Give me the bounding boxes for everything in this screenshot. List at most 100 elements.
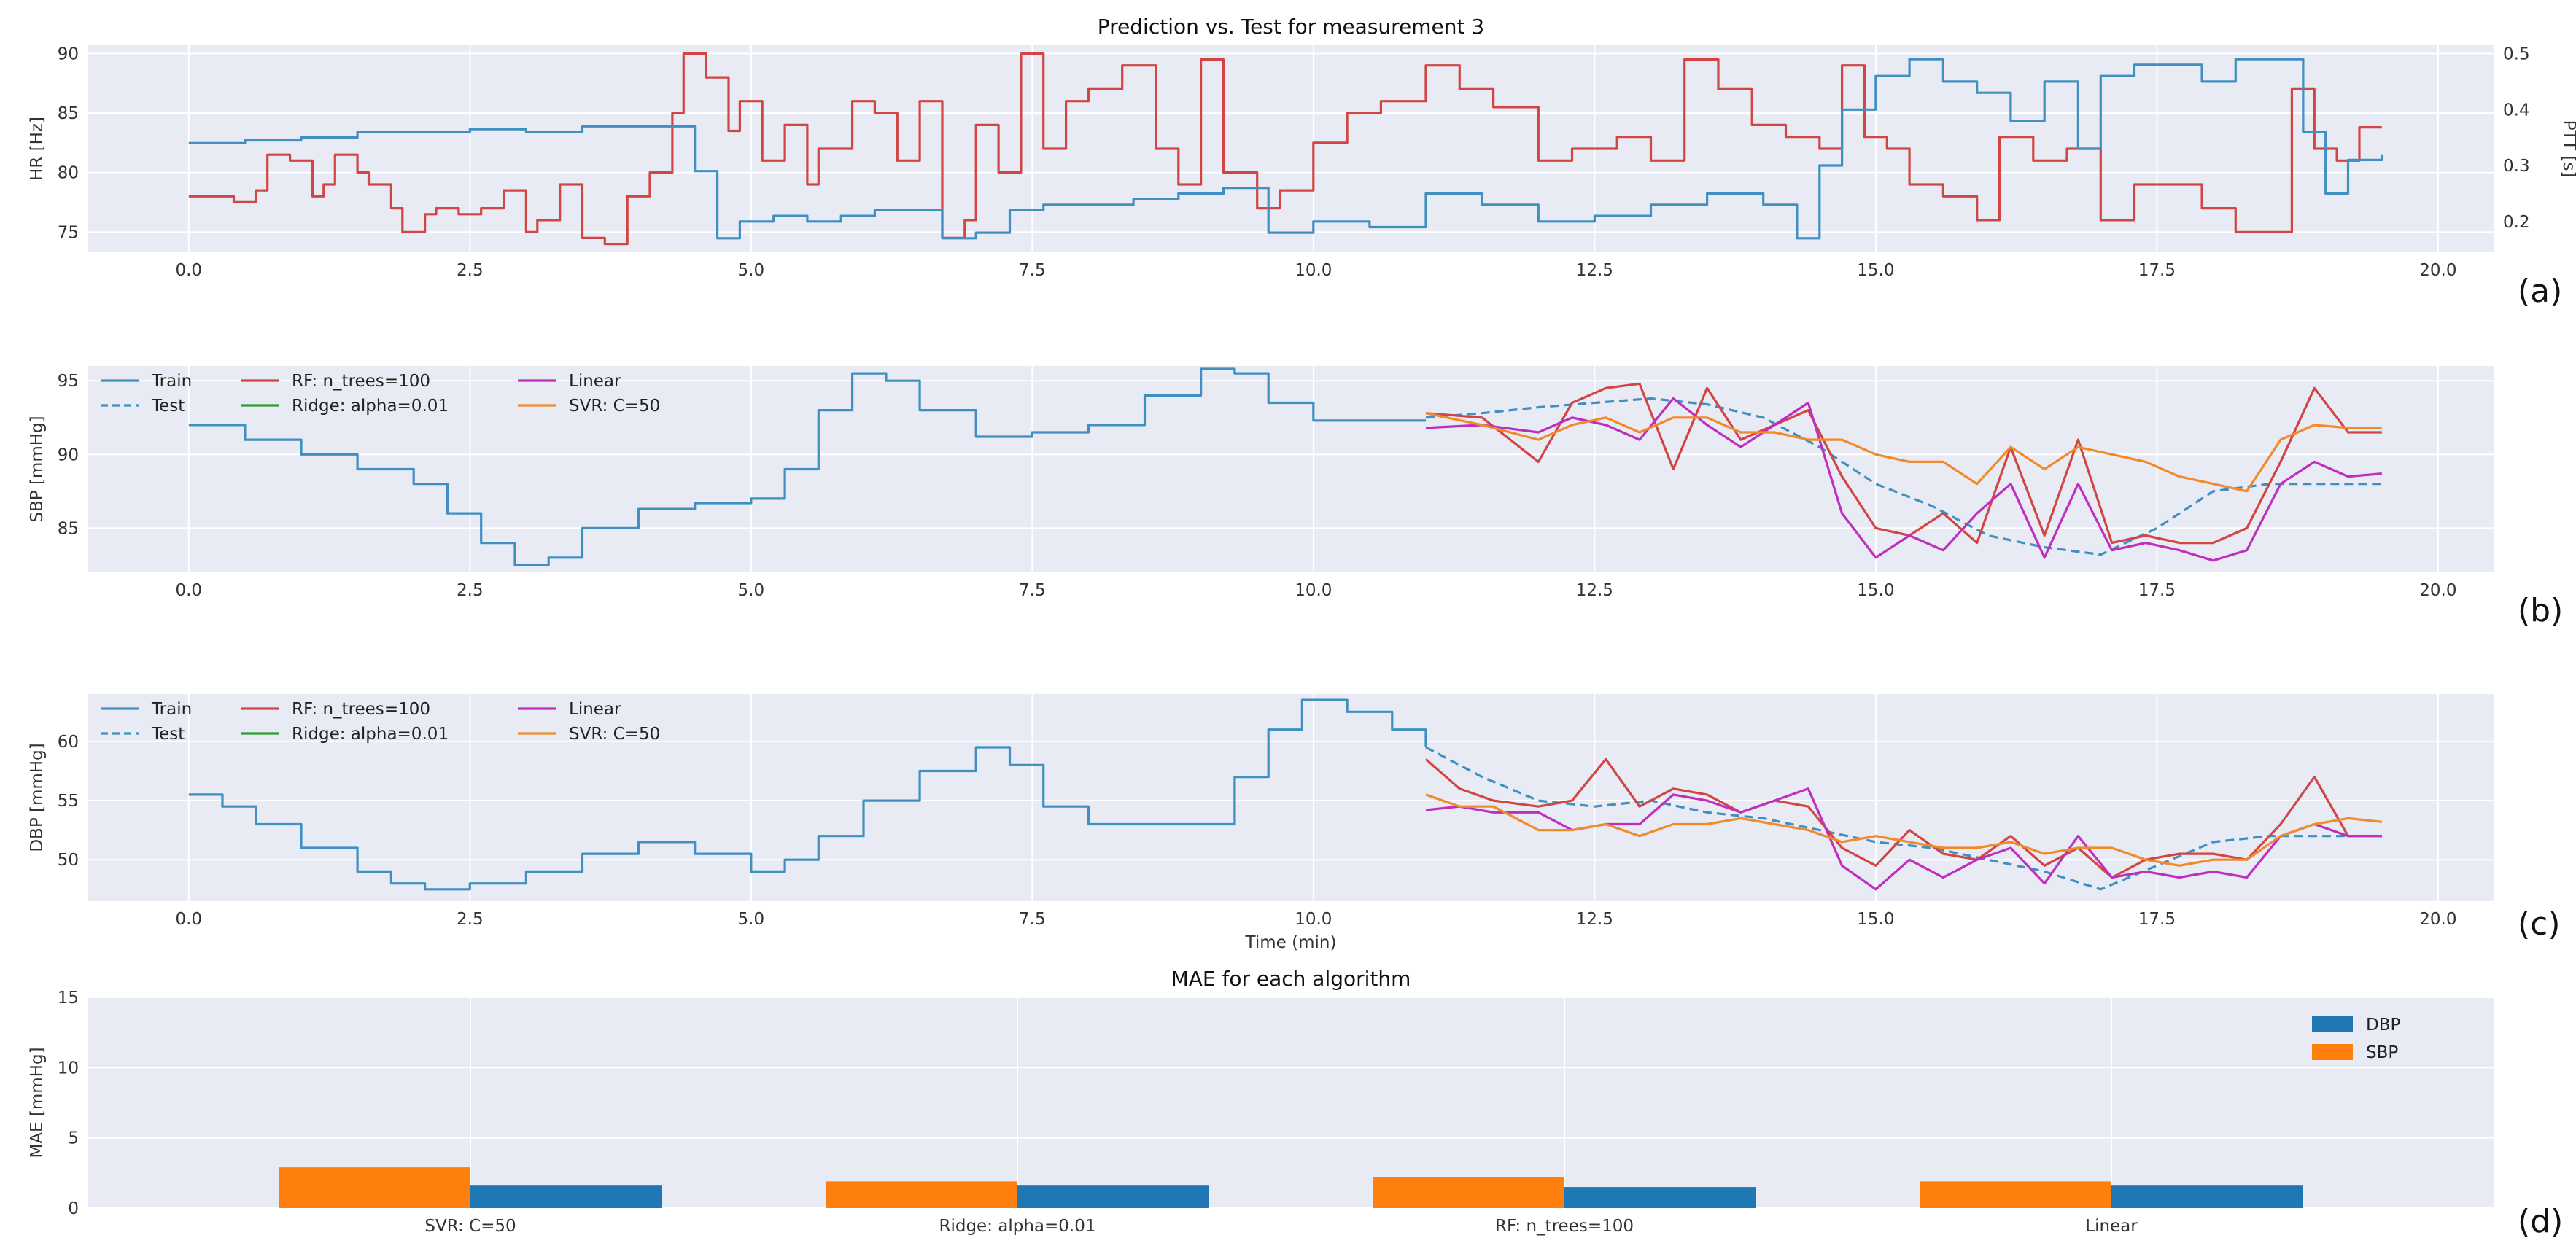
bar-sbp	[1373, 1177, 1564, 1208]
panel-label-a: (a)	[2518, 273, 2562, 310]
panel-label-d: (d)	[2518, 1203, 2563, 1240]
bar-dbp	[470, 1185, 662, 1208]
y-right-tick-label: 0.5	[2503, 45, 2530, 64]
x-tick-label: 12.5	[1576, 910, 1613, 929]
panel-a: 0.0 2.5 5.0 7.5 10.0 12.5 15.0 17.5 20.0 75 80 85 90…	[28, 15, 2576, 310]
x-axis-label: Time (min)	[1245, 933, 1337, 952]
x-tick-label: 2.5	[457, 910, 484, 929]
x-tick-label: 0.0	[175, 261, 202, 280]
x-tick-label: 0.0	[175, 910, 202, 929]
legend-label: Linear	[569, 372, 621, 391]
bar-dbp	[1564, 1187, 1756, 1208]
x-tick-label: 15.0	[1857, 910, 1894, 929]
series-line-svr-c-50	[1425, 793, 2382, 867]
chart-title: Prediction vs. Test for measurement 3	[1098, 15, 1484, 39]
y-tick-label: 60	[58, 733, 79, 752]
y-right-axis-label: PTT [s]	[2559, 120, 2576, 178]
x-tick-label: Linear	[2085, 1217, 2138, 1236]
x-tick-label: 12.5	[1576, 581, 1613, 600]
x-tick-label: RF: n_trees=100	[1495, 1217, 1634, 1236]
legend-swatch	[2312, 1016, 2353, 1032]
x-tick-label: 5.0	[738, 910, 765, 929]
series-line-hr	[188, 52, 2382, 246]
y-tick-label: 0	[68, 1199, 79, 1218]
x-tick-label: 7.5	[1019, 581, 1046, 600]
series-line-svr-c-50	[1425, 412, 2382, 493]
legend-label: DBP	[2366, 1016, 2400, 1035]
y-tick-label: 85	[58, 519, 79, 538]
legend-label: SVR: C=50	[569, 397, 660, 416]
y-tick-label: 75	[58, 223, 79, 242]
series-line-train	[188, 367, 1426, 566]
legend-label: SVR: C=50	[569, 725, 660, 744]
panel-c: 0.0 2.5 5.0 7.5 10.0 12.5 15.0 17.5 20.0 50 55 60 DB…	[28, 694, 2561, 952]
panel-label-c: (c)	[2518, 906, 2561, 943]
legend-label: Train	[151, 372, 192, 391]
x-tick-label: 0.0	[175, 581, 202, 600]
x-tick-label: 5.0	[738, 581, 765, 600]
x-tick-label: 5.0	[738, 261, 765, 280]
plot-background-b	[88, 366, 2494, 572]
chart-title: MAE for each algorithm	[1171, 967, 1411, 991]
series-line-rf-n-trees-100	[1424, 758, 2382, 879]
bar-sbp	[826, 1181, 1017, 1208]
bar-dbp	[2111, 1185, 2303, 1208]
y-tick-label: 55	[58, 792, 79, 811]
y-axis-label: MAE [mmHg]	[28, 1047, 47, 1158]
series-line-rf-n-trees-100	[1425, 382, 2382, 545]
y-tick-label: 15	[58, 989, 79, 1008]
y-right-tick-label: 0.4	[2503, 101, 2530, 120]
x-tick-label: 17.5	[2138, 910, 2176, 929]
x-tick-label: SVR: C=50	[424, 1217, 516, 1236]
x-tick-label: 20.0	[2419, 261, 2456, 280]
x-tick-label: 17.5	[2138, 581, 2176, 600]
legend-label: SBP	[2366, 1043, 2398, 1062]
legend-swatch	[2312, 1044, 2353, 1060]
y-right-tick-label: 0.3	[2503, 157, 2530, 176]
y-tick-label: 5	[68, 1129, 79, 1148]
panel-d: 0 5 10 15 SVR: C=50 Ridge: alpha=0.01 RF: n_tr…	[28, 967, 2563, 1240]
panel-label-b: (b)	[2518, 592, 2563, 629]
y-axis-label: HR [Hz]	[28, 117, 47, 181]
legend-label: RF: n_trees=100	[292, 700, 430, 719]
y-tick-label: 10	[58, 1059, 79, 1078]
legend-label: Ridge: alpha=0.01	[292, 397, 449, 416]
x-tick-label: 15.0	[1857, 261, 1894, 280]
y-tick-label: 95	[58, 372, 79, 391]
legend-label: Test	[151, 397, 185, 416]
x-tick-label: 10.0	[1295, 261, 1332, 280]
x-tick-label: 10.0	[1295, 910, 1332, 929]
y-tick-label: 90	[58, 44, 79, 63]
legend-label: Linear	[569, 700, 621, 719]
x-tick-label: 7.5	[1019, 910, 1046, 929]
y-tick-label: 90	[58, 445, 79, 464]
legend-label: Train	[151, 700, 192, 719]
panel-b: 0.0 2.5 5.0 7.5 10.0 12.5 15.0 17.5 20.0 85 90 95 SB…	[28, 366, 2563, 629]
y-tick-label: 80	[58, 164, 79, 183]
legend-label: Ridge: alpha=0.01	[292, 725, 449, 744]
x-tick-label: 12.5	[1576, 261, 1613, 280]
series-line-train	[188, 698, 1427, 891]
x-tick-label: 20.0	[2419, 581, 2456, 600]
bar-dbp	[1017, 1185, 1209, 1208]
y-axis-label: DBP [mmHg]	[28, 743, 47, 852]
plot-background-d	[88, 997, 2494, 1208]
x-tick-label: 2.5	[457, 261, 484, 280]
x-tick-label: 2.5	[457, 581, 484, 600]
y-axis-label: SBP [mmHg]	[28, 416, 47, 522]
bar-sbp	[279, 1167, 470, 1208]
legend-label: Test	[151, 725, 185, 744]
x-tick-label: 20.0	[2419, 910, 2456, 929]
series-line-test	[1425, 746, 2382, 891]
y-tick-label: 85	[58, 104, 79, 123]
bar-sbp	[1920, 1181, 2111, 1208]
x-tick-label: 7.5	[1019, 261, 1046, 280]
series-line-ptt	[188, 58, 2383, 240]
legend-label: RF: n_trees=100	[292, 372, 430, 391]
x-tick-label: 15.0	[1857, 581, 1894, 600]
series-line-linear	[1425, 397, 2382, 562]
x-tick-label: 17.5	[2138, 261, 2176, 280]
y-right-tick-label: 0.2	[2503, 213, 2530, 232]
y-tick-label: 50	[58, 851, 79, 870]
